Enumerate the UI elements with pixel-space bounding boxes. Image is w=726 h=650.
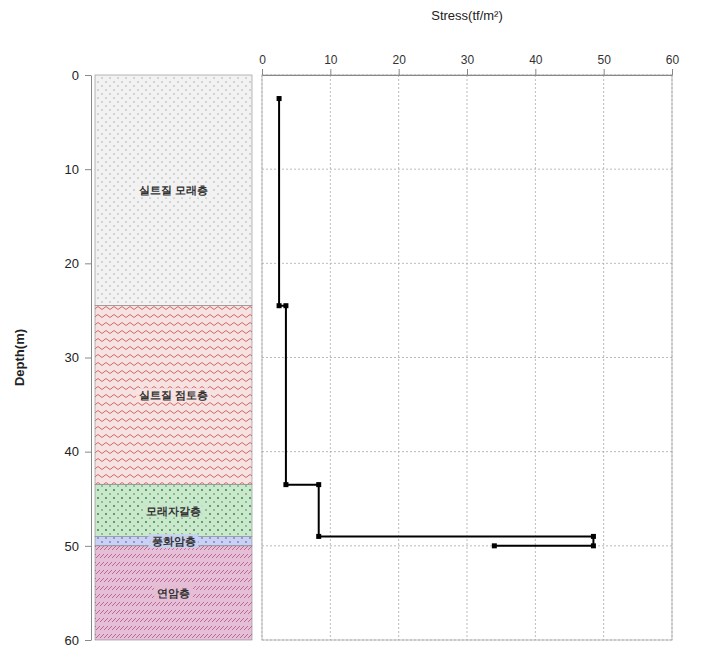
grid-line (262, 263, 672, 264)
tick-label: 10 (65, 162, 79, 177)
tick-label: 50 (65, 538, 79, 553)
tick-mark (85, 358, 91, 359)
marker (283, 303, 288, 308)
tick-label: 20 (65, 256, 79, 271)
tick: 30 (65, 350, 91, 365)
grid-line (262, 169, 672, 170)
grid-line (262, 640, 672, 641)
plot-area (277, 96, 596, 548)
stress-line (279, 99, 593, 546)
tick-label: 40 (529, 53, 543, 67)
tick: 0 (259, 53, 266, 75)
tick-mark (85, 169, 91, 170)
tick-label: 50 (597, 53, 611, 67)
tick-label: 60 (666, 53, 680, 67)
marker (316, 482, 321, 487)
tick-label: 30 (461, 53, 475, 67)
soil-column: 실트질 모래층실트질 점토층모래자갈층풍화암층연암층 (95, 75, 252, 640)
layer-label: 연암층 (157, 587, 190, 599)
layer-label: 실트질 점토층 (139, 389, 208, 401)
grid (262, 75, 672, 640)
label-patch (149, 534, 199, 548)
soil-layer (95, 75, 252, 306)
tick-mark (85, 546, 91, 547)
tick-mark (85, 640, 91, 641)
tick: 40 (65, 444, 91, 459)
label-patch (136, 183, 211, 197)
layer-label: 풍화암층 (152, 535, 196, 547)
label-patch (136, 388, 211, 402)
marker (283, 482, 288, 487)
axis-line (91, 76, 92, 641)
tick-mark (467, 69, 468, 75)
axis-line (263, 75, 673, 76)
tick-mark (85, 263, 91, 264)
grid-line (262, 545, 672, 546)
marker (277, 96, 282, 101)
tick-label: 0 (72, 68, 79, 83)
label-patch (154, 586, 193, 600)
tick-label: 10 (324, 53, 338, 67)
marker (316, 534, 321, 539)
tick: 10 (324, 53, 338, 75)
tick-label: 30 (65, 350, 79, 365)
tick-mark (672, 69, 673, 75)
tick-label: 0 (259, 53, 266, 67)
tick: 30 (461, 53, 475, 75)
soil-layer (95, 306, 252, 485)
axis-title: Stress(tf/m²) (431, 8, 503, 23)
plot-frame (262, 75, 672, 640)
x-axis: 0 10 20 30 40 50 60 (259, 53, 679, 76)
soil-layer (95, 485, 252, 537)
tick: 60 (666, 53, 680, 75)
tick: 50 (65, 538, 91, 553)
marker (591, 543, 596, 548)
tick-mark (85, 452, 91, 453)
tick: 0 (72, 68, 91, 83)
y-axis: 0 10 20 30 40 50 60 (65, 68, 92, 648)
soil-layer (95, 546, 252, 640)
layer-label: 실트질 모래층 (139, 184, 208, 196)
tick-mark (330, 69, 331, 75)
marker (591, 534, 596, 539)
tick: 20 (65, 256, 91, 271)
tick-label: 60 (65, 633, 79, 648)
tick: 60 (65, 633, 91, 648)
tick: 20 (392, 53, 406, 75)
tick-mark (85, 75, 91, 76)
tick-label: 20 (392, 53, 406, 67)
tick: 40 (529, 53, 543, 75)
tick-mark (262, 69, 263, 75)
axis-title: Depth(m) (12, 329, 27, 386)
grid-line (262, 451, 672, 452)
tick-mark (604, 69, 605, 75)
tick: 10 (65, 162, 91, 177)
tick-mark (535, 69, 536, 75)
marker (277, 303, 282, 308)
grid-line (262, 357, 672, 358)
tick: 50 (597, 53, 611, 75)
chart: 실트질 모래층실트질 점토층모래자갈층풍화암층연암층01020304050600… (0, 0, 726, 650)
tick-label: 40 (65, 444, 79, 459)
tick-mark (399, 69, 400, 75)
label-patch (143, 504, 204, 518)
layer-label: 모래자갈층 (146, 505, 201, 517)
marker (492, 543, 497, 548)
